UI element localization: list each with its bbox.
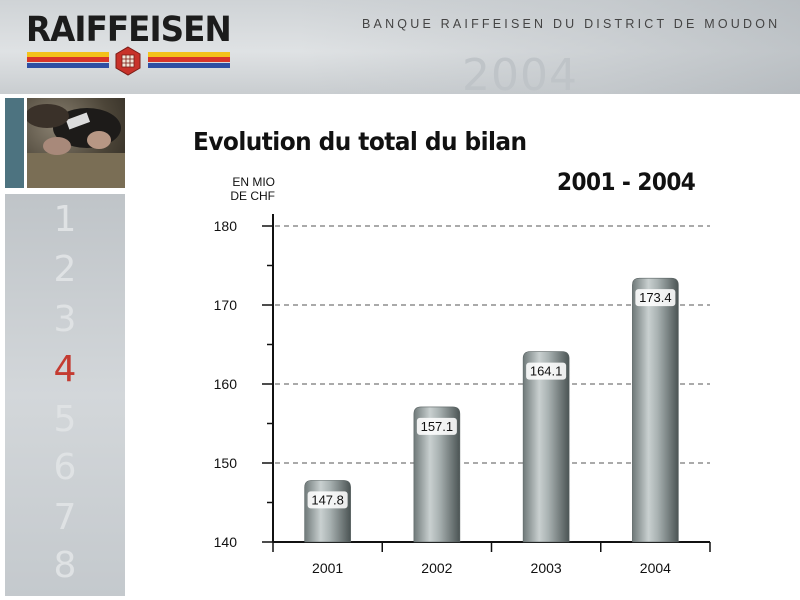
y-tick-label-140: 140 [214,534,238,550]
x-tick-label-2001: 2001 [312,560,343,576]
logo-stripe-left [27,52,109,69]
hands-photo-image [27,104,125,188]
data-label-2003: 164.1 [530,364,563,379]
header-watermark: 2004 [462,50,578,94]
unit-line-1: EN MIO [232,175,275,189]
sidebar-photo [27,98,125,188]
chapter-number-6: 6 [53,447,77,488]
sidebar-accent-bar [5,98,24,188]
bar-layer: 147.8 157.1 164.1 173.4 [304,277,685,543]
chapter-number-5: 5 [53,399,77,440]
y-tick-label-160: 160 [214,376,238,392]
chapter-number-2: 2 [53,249,77,290]
raiffeisen-logo-text: RAIFFEISEN [26,10,232,50]
chapter-number-8: 8 [53,545,77,586]
bar-2001 [304,480,351,543]
data-label-box-2001 [307,491,348,509]
bar-2004 [632,277,679,543]
unit-line-2: DE CHF [230,189,275,203]
chapter-number-3: 3 [53,299,77,340]
chart-title: Evolution du total du bilan [193,127,527,156]
sidebar-chapter-numbers: 1 2 3 4 5 6 7 8 [5,194,125,596]
data-label-2001: 147.8 [311,492,344,507]
x-tick-label-2002: 2002 [421,560,452,576]
chapter-number-4-active: 4 [53,349,77,390]
header-shade [300,0,800,94]
header-banner: 2004 RAIFFEISEN BANQUE RAIFFEISEN DU DIS… [0,0,800,94]
raiffeisen-emblem-icon [115,46,141,76]
data-label-2004: 173.4 [639,290,672,305]
data-label-box-2002 [416,417,457,435]
bar-2002 [413,406,461,543]
data-label-box-2003 [526,362,567,380]
data-label-box-2004 [635,289,676,307]
y-axis-unit-label: EN MIO DE CHF [215,175,275,203]
x-tick-label-2004: 2004 [640,560,671,576]
data-label-2002: 157.1 [421,419,454,434]
bank-name: BANQUE RAIFFEISEN DU DISTRICT DE MOUDON [362,17,781,31]
x-tick-label-2003: 2003 [531,560,562,576]
chapter-number-1: 1 [53,199,77,240]
chart-subtitle: 2001 - 2004 [557,168,696,196]
logo-stripe-right [148,52,230,69]
y-tick-label-170: 170 [214,297,238,313]
chapter-number-7: 7 [53,497,77,538]
y-tick-label-180: 180 [214,218,238,234]
bar-2003 [522,351,570,543]
y-tick-label-150: 150 [214,455,238,471]
